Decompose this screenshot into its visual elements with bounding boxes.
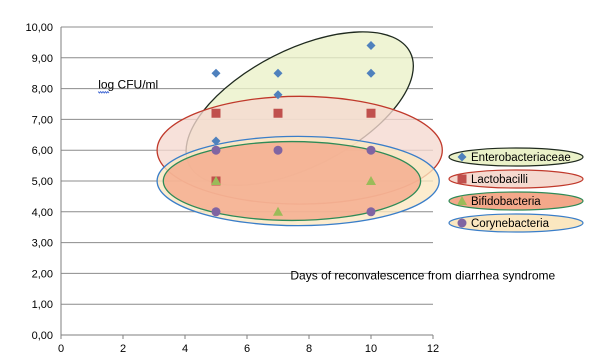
legend-bubble-bifidobacteria: [448, 191, 584, 211]
data-point-enterobacteriaceae: [366, 40, 376, 50]
y-tick-label: 8,00: [32, 84, 53, 96]
y-tick-label: 5,00: [32, 176, 53, 188]
data-point-bifidobacteria: [366, 176, 376, 185]
cluster-ellipse-bifidobacteria: [162, 140, 422, 222]
data-point-corynebacteria: [366, 145, 376, 155]
data-points: [211, 40, 376, 217]
data-point-lactobacilli: [273, 108, 283, 118]
legend-label: Enterobacteriaceae: [471, 152, 571, 164]
legend-label: Lactobacilli: [471, 174, 528, 186]
legend-label: Bifidobacteria: [471, 196, 541, 208]
data-point-enterobacteriaceae: [211, 68, 221, 78]
cluster-ellipses: [156, 31, 443, 227]
y-tick-label: 7,00: [32, 114, 53, 126]
axis-unit-annotation: log CFU/ml: [98, 78, 158, 92]
data-point-lactobacilli: [211, 108, 221, 118]
tick-labels: 0,00 1,00 2,00 3,00 4,00 5,00 6,00 7,00 8,00 9,00…: [25, 22, 439, 355]
data-point-enterobacteriaceae: [273, 90, 283, 100]
data-point-corynebacteria: [211, 207, 221, 217]
y-tick-label: 0,00: [32, 330, 53, 342]
legend: Enterobacteriaceae Lactobacilli Bifidobact…: [448, 147, 584, 233]
y-tick-label: 4,00: [32, 207, 53, 219]
y-tick-label: 1,00: [32, 299, 53, 311]
x-tick-label: 2: [120, 343, 126, 355]
legend-bubble-enterobacteriaceae: [448, 147, 584, 167]
spellcheck-underline: [97, 90, 110, 94]
x-tick-label: 0: [58, 343, 64, 355]
data-point-lactobacilli: [366, 108, 376, 118]
legend-marker-enterobacteriaceae: [457, 152, 467, 162]
x-tick-label: 4: [182, 343, 188, 355]
legend-marker-bifidobacteria: [457, 196, 467, 205]
data-point-enterobacteriaceae: [211, 136, 221, 146]
legend-bubble-lactobacilli: [448, 169, 584, 189]
x-description-annotation: Days of reconvalescence from diarrhea sy…: [290, 269, 555, 283]
data-point-corynebacteria: [211, 145, 221, 155]
x-tick-label: 8: [306, 343, 312, 355]
data-point-corynebacteria: [273, 145, 283, 155]
annotations: log CFU/ml Days of reconvalescence from d…: [97, 78, 556, 283]
data-point-bifidobacteria: [273, 206, 283, 216]
y-tick-label: 9,00: [32, 53, 53, 65]
legend-bubble-corynebacteria: [448, 213, 584, 233]
legend-label: Corynebacteria: [471, 218, 550, 230]
legend-marker-corynebacteria: [457, 218, 467, 228]
data-point-enterobacteriaceae: [366, 68, 376, 78]
y-tick-label: 2,00: [32, 268, 53, 280]
data-point-bifidobacteria: [211, 176, 221, 185]
x-tick-label: 10: [365, 343, 377, 355]
x-tick-label: 6: [244, 343, 250, 355]
y-tick-label: 3,00: [32, 238, 53, 250]
x-tick-label: 12: [427, 343, 439, 355]
legend-marker-lactobacilli: [457, 174, 467, 184]
y-tick-label: 10,00: [25, 22, 53, 34]
y-tick-label: 6,00: [32, 145, 53, 157]
data-point-enterobacteriaceae: [273, 68, 283, 78]
data-point-corynebacteria: [366, 207, 376, 217]
axes: [60, 27, 434, 339]
